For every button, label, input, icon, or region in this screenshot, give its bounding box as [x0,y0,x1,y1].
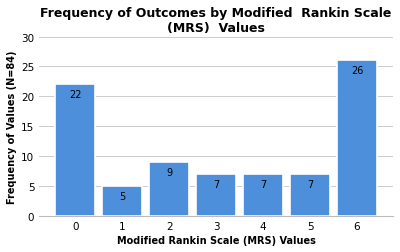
Text: 7: 7 [307,179,313,189]
Bar [243,174,283,216]
Text: 9: 9 [166,167,172,177]
Text: 7: 7 [260,179,266,189]
Y-axis label: Frequency of Values (N=84): Frequency of Values (N=84) [7,50,17,203]
Title: Frequency of Outcomes by Modified  Rankin Scale
(MRS)  Values: Frequency of Outcomes by Modified Rankin… [40,7,392,35]
Bar [290,174,330,216]
Text: 22: 22 [69,90,82,100]
Text: 5: 5 [119,191,125,201]
Bar [55,85,95,216]
Bar [149,163,189,216]
Text: 26: 26 [351,66,363,76]
Text: 7: 7 [213,179,219,189]
Bar [196,174,236,216]
Bar [102,186,142,216]
Bar [337,61,377,216]
X-axis label: Modified Rankin Scale (MRS) Values: Modified Rankin Scale (MRS) Values [117,235,316,245]
